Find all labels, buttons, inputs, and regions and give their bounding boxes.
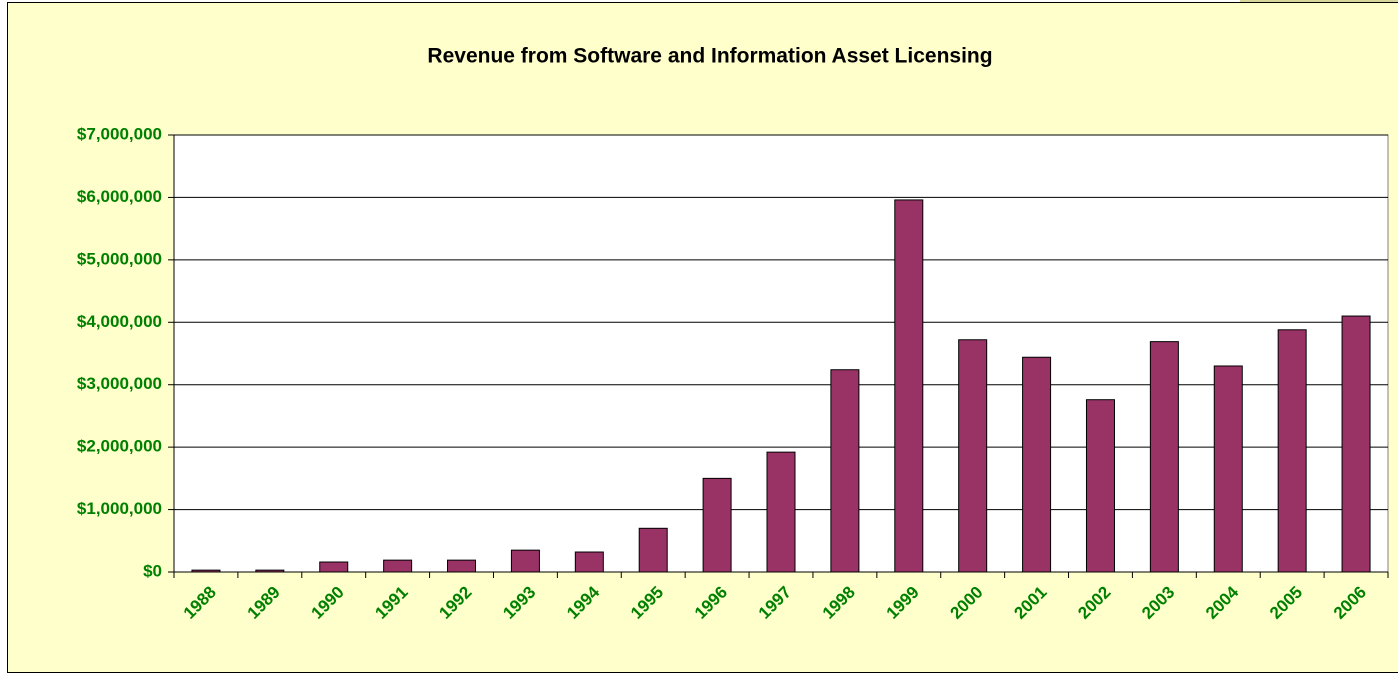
bar [830, 369, 860, 573]
y-tick-label: $3,000,000 [77, 374, 162, 393]
bar [319, 561, 349, 573]
y-tick-label: $0 [143, 561, 162, 580]
y-tick-label: $1,000,000 [77, 499, 162, 518]
bar [574, 551, 604, 573]
bar [1022, 356, 1052, 573]
bar [702, 477, 732, 573]
bar [638, 527, 668, 573]
bar [1213, 365, 1243, 573]
bar [510, 549, 540, 573]
bar [1341, 315, 1371, 573]
bar [958, 339, 988, 573]
bar [383, 559, 413, 573]
y-tick-label: $4,000,000 [77, 312, 162, 331]
bar [1085, 399, 1115, 573]
bar [447, 559, 477, 573]
bar [1149, 341, 1179, 573]
bar [894, 199, 924, 573]
y-tick-label: $6,000,000 [77, 187, 162, 206]
y-tick-label: $2,000,000 [77, 437, 162, 456]
y-tick-label: $5,000,000 [77, 249, 162, 268]
chart-title: Revenue from Software and Information As… [427, 45, 992, 68]
bar [766, 451, 796, 573]
bar [1277, 329, 1307, 573]
y-tick-label: $7,000,000 [77, 124, 162, 143]
